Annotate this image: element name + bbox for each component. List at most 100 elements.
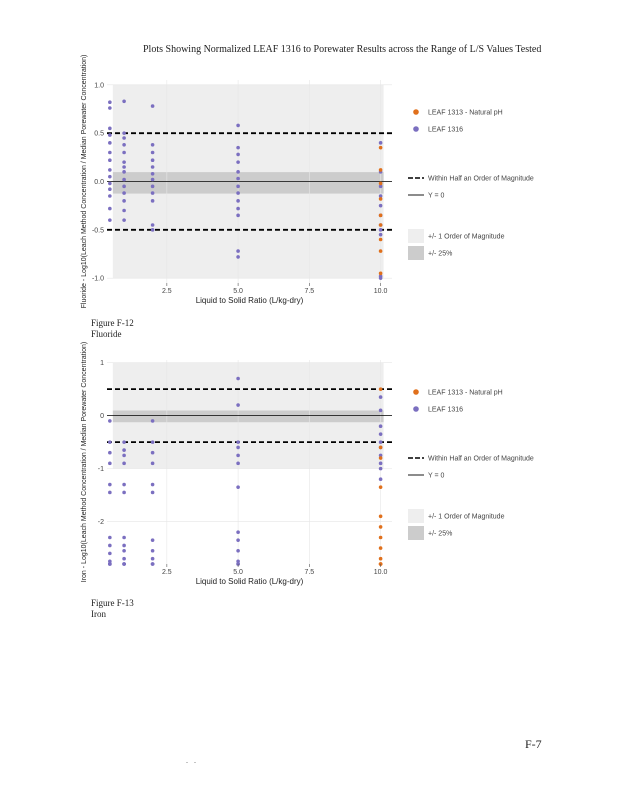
leaf1316-point (150, 191, 155, 195)
leaf1316-point (122, 482, 126, 487)
leaf1313-point (378, 546, 383, 550)
figure-number: Figure F-13 (91, 598, 134, 608)
leaf1316-point (122, 177, 126, 182)
legend-marker (413, 406, 419, 412)
leaf1316-point (236, 191, 240, 195)
x-tick-label: 2.5 (162, 288, 172, 295)
leaf1316-point (150, 104, 155, 108)
y-tick-label: 0 (100, 413, 104, 420)
y-tick-label: -2 (98, 519, 104, 526)
leaf1316-point (108, 168, 112, 172)
leaf1316-point (236, 206, 240, 211)
leaf1316-point (122, 150, 126, 155)
fluoride-chart: 2.5 5.0 7.5 10.0 -1.0 -0.5 0.0 0.5 1.0 Liquid to … (81, 55, 534, 309)
leaf1316-point (122, 218, 126, 222)
leaf1316-point (378, 276, 383, 280)
page-number: F-7 (525, 737, 542, 751)
leaf1316-point (236, 249, 240, 253)
leaf1316-point (150, 556, 155, 561)
leaf1316-point (378, 184, 383, 189)
leaf1316-point (378, 203, 383, 208)
leaf1316-point (122, 191, 126, 195)
leaf1316-point (108, 440, 112, 444)
leaf1316-point (150, 142, 155, 147)
leaf1316-point (236, 403, 240, 407)
leaf1316-point (108, 141, 112, 145)
leaf1316-point (378, 232, 383, 237)
leaf1316-point (236, 530, 240, 535)
leaf1316-point (108, 126, 112, 131)
leaf1313-point (378, 445, 383, 450)
leaf1316-point (236, 170, 240, 174)
leaf1316-point (122, 136, 126, 140)
leaf1316-point (150, 461, 155, 466)
x-tick-label: 10.0 (374, 569, 388, 576)
y-tick-label: 0.0 (94, 179, 104, 186)
legend-label: +/- 25% (428, 531, 452, 538)
leaf1316-point (108, 450, 112, 455)
leaf1316-point (150, 562, 155, 566)
leaf1316-point (236, 213, 240, 218)
legend-marker (413, 126, 419, 132)
leaf1313-point (378, 145, 383, 150)
leaf1316-point (236, 461, 240, 466)
leaf1316-point (236, 559, 240, 564)
leaf1316-point (122, 160, 126, 164)
leaf1316-point (122, 170, 126, 174)
leaf1316-point (122, 490, 126, 495)
x-axis-title: Liquid to Solid Ratio (L/kg-dry) (196, 296, 304, 305)
leaf1316-point (122, 461, 126, 466)
leaf1316-point (122, 548, 126, 553)
leaf1316-point (236, 548, 240, 553)
leaf1316-point (122, 543, 126, 548)
x-tick-label: 7.5 (304, 288, 314, 295)
leaf1316-point (108, 551, 112, 556)
leaf1316-point (150, 440, 155, 444)
leaf1313-point (378, 223, 383, 227)
legend-swatch (408, 246, 424, 260)
figure-subject: Iron (91, 609, 106, 619)
leaf1316-point (150, 171, 155, 176)
leaf1313-point (378, 213, 383, 218)
leaf1316-point (122, 131, 126, 135)
leaf1316-point (122, 165, 126, 169)
leaf1316-point (378, 424, 383, 429)
leaf1316-point (150, 223, 155, 227)
leaf1316-point (150, 150, 155, 155)
leaf1316-point (378, 395, 383, 399)
x-tick-label: 7.5 (304, 569, 314, 576)
leaf1313-point (378, 485, 383, 489)
pct25-band (112, 410, 384, 423)
leaf1316-point (108, 181, 112, 186)
legend-label: Y = 0 (428, 473, 445, 480)
leaf1316-point (150, 548, 155, 553)
leaf1316-point (236, 199, 240, 203)
leaf1316-point (150, 177, 155, 182)
leaf1316-point (378, 228, 383, 232)
leaf1316-point (236, 123, 240, 128)
figure-f12-caption: Figure F-12 Fluoride (91, 318, 134, 340)
leaf1316-point (122, 99, 126, 104)
leaf1316-point (378, 440, 383, 444)
leaf1316-point (378, 477, 383, 482)
leaf1316-point (108, 174, 112, 179)
y-tick-label: -1 (98, 466, 104, 473)
footer-marks: . . (186, 756, 198, 765)
leaf1316-point (108, 206, 112, 211)
figure-subject: Fluoride (91, 329, 122, 339)
leaf1316-point (108, 106, 112, 110)
leaf1316-point (150, 199, 155, 203)
leaf1316-point (150, 158, 155, 163)
leaf1316-point (122, 142, 126, 147)
leaf1316-point (108, 100, 112, 105)
leaf1316-point (236, 453, 240, 458)
leaf1313-point (378, 271, 383, 276)
figure-number: Figure F-12 (91, 318, 134, 328)
leaf1316-point (108, 150, 112, 155)
leaf1313-point (378, 525, 383, 529)
leaf1316-point (378, 194, 383, 198)
legend-label: +/- 1 Order of Magnitude (428, 234, 505, 241)
legend-marker (413, 389, 419, 395)
leaf1316-point (150, 165, 155, 169)
